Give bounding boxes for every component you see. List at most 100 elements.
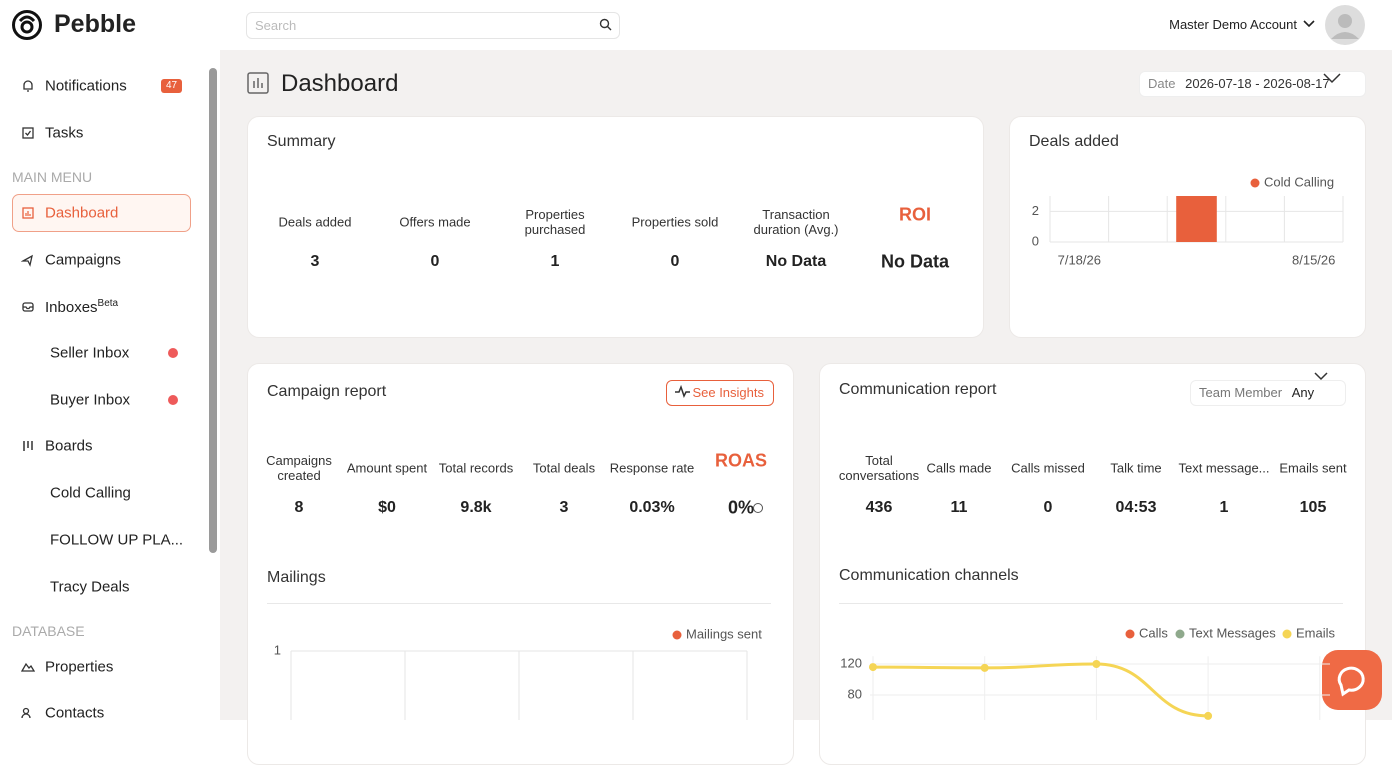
main-area: Dashboard Date 2026-07-18 - 2026-08-17 S… (220, 50, 1392, 765)
stat-value: 0 (430, 253, 440, 270)
stat-label: Calls missed (1011, 460, 1085, 476)
page-title: Dashboard (281, 70, 399, 97)
stat-label: Talk time (1110, 460, 1162, 476)
search-box[interactable]: Search (246, 12, 620, 39)
date-picker[interactable]: Date 2026-07-18 - 2026-08-17 (1139, 71, 1366, 97)
stat-label: Deals added (278, 214, 352, 230)
search-icon (599, 18, 612, 31)
stat-value: 0 (670, 253, 680, 270)
stat-label: Campaigns created (266, 453, 332, 483)
nav-campaigns[interactable]: Campaigns (45, 251, 121, 269)
stat-label: Amount spent (346, 460, 428, 476)
properties-icon (21, 662, 35, 672)
highlight-label: ROI (898, 204, 932, 225)
date-label: Date (1148, 76, 1176, 91)
nav-properties[interactable]: Properties (45, 658, 114, 676)
nav-seller-inbox[interactable]: Seller Inbox (50, 344, 130, 362)
highlight-value: 0% (727, 497, 755, 518)
section-label: DATABASE (12, 623, 85, 639)
stat-value: $0 (378, 499, 396, 516)
button-label: See Insights (692, 385, 764, 400)
inbox-icon (22, 302, 34, 312)
card-title: Summary (267, 133, 336, 150)
unread-dot (168, 348, 178, 358)
unread-dot (168, 395, 178, 405)
account-name[interactable]: Master Demo Account (1169, 17, 1297, 32)
card-title: Communication report (839, 381, 997, 398)
nav-inboxes[interactable]: InboxesBeta (45, 298, 118, 316)
summary-card: Summary Deals added 3 Offers made 0 Properti… (247, 116, 984, 338)
divider (839, 603, 1343, 604)
stat-value: 1 (1219, 499, 1229, 516)
stat-value: 11 (950, 499, 968, 516)
section-label: MAIN MENU (12, 169, 93, 185)
highlight-value: No Data (880, 251, 950, 272)
see-insights-button[interactable]: See Insights (666, 380, 774, 406)
stat-value: 3 (310, 253, 320, 270)
date-range: 2026-07-18 - 2026-08-17 (1185, 76, 1330, 91)
chevron (1303, 20, 1315, 28)
stat-value: 04:53 (1115, 499, 1157, 516)
notification-badge: 47 (161, 79, 182, 93)
brand: Pebble (54, 10, 136, 38)
nav-dashboard[interactable]: Dashboard (45, 204, 119, 222)
stat-label: Response rate (609, 460, 695, 476)
section-title: Communication channels (839, 567, 1019, 584)
nav-boards[interactable]: Boards (45, 437, 93, 455)
top-bar: Pebble Search Master Demo Account (0, 0, 1392, 50)
sidebar: Notifications 47 Tasks MAIN MENU Dashboa… (0, 50, 220, 722)
filter-label: Team Member (1199, 385, 1283, 400)
dashboard-icon (22, 207, 34, 219)
page-icon (247, 72, 269, 94)
bell-icon (23, 80, 33, 92)
stat-value: 0 (1043, 499, 1053, 516)
stat-label: Properties purchased (524, 207, 586, 237)
stat-label: Transaction duration (Avg.) (753, 207, 839, 237)
stat-value: No Data (765, 253, 827, 270)
stat-value: 0.03% (629, 499, 675, 516)
beta-tag: Beta (97, 298, 119, 309)
active-nav[interactable] (12, 194, 191, 232)
stat-label: Calls made (926, 460, 992, 476)
nav-tasks[interactable]: Tasks (45, 124, 84, 142)
stat-value: 9.8k (460, 499, 492, 516)
campaigns-icon (21, 254, 33, 267)
scrollbar-thumb[interactable] (209, 68, 217, 553)
logo (12, 10, 42, 40)
nav-contacts[interactable]: Contacts (45, 704, 105, 722)
campaign-card: Campaign report See Insights Mailings Ca… (247, 363, 794, 765)
highlight-label: ROAS (714, 450, 768, 471)
stat-label: Offers made (399, 214, 471, 230)
team-filter[interactable]: Team Member Any (1190, 380, 1346, 406)
boards-icon (23, 441, 33, 451)
divider (267, 603, 771, 604)
nav-board[interactable]: Cold Calling (50, 484, 131, 502)
stat-label: Total deals (532, 460, 596, 476)
stat-label: Total conversations (838, 453, 920, 483)
section-title: Mailings (267, 569, 326, 586)
tasks-icon (22, 127, 34, 139)
stat-value: 105 (1299, 499, 1327, 516)
card-title: Campaign report (267, 383, 387, 400)
stat-label: Emails sent (1279, 460, 1347, 476)
card-title: Deals added (1029, 133, 1119, 150)
nav-board[interactable]: FOLLOW UP PLA... (50, 531, 184, 549)
nav-inboxes-label: Inboxes (45, 299, 98, 316)
communication-card: Communication report Team Member Any Com… (819, 363, 1366, 765)
nav-buyer-inbox[interactable]: Buyer Inbox (50, 391, 131, 409)
stat-label: Properties sold (631, 214, 719, 230)
nav-board[interactable]: Tracy Deals (50, 578, 130, 596)
stat-value: 436 (865, 499, 893, 516)
nav-notifications[interactable]: Notifications (45, 77, 127, 95)
contacts-icon (21, 707, 31, 719)
stat-value: 1 (550, 253, 560, 270)
stat-value: 8 (294, 499, 304, 516)
stat-value: 3 (559, 499, 569, 516)
avatar[interactable] (1325, 5, 1365, 45)
stat-label: Text message... (1178, 460, 1270, 476)
stat-label: Total records (438, 460, 514, 476)
filter-value: Any (1291, 385, 1315, 400)
deals-card: Deals added (1009, 116, 1366, 338)
search-placeholder: Search (255, 18, 297, 33)
